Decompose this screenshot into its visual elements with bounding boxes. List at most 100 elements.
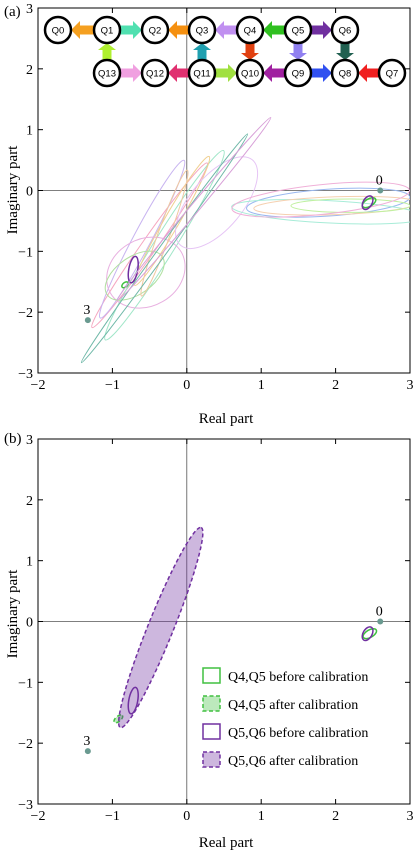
panel-a-xtick-label: 0 [183, 378, 190, 393]
panel-a-ellipse [175, 156, 259, 250]
chain-arrow [340, 43, 350, 53]
chain-arrow [120, 68, 133, 78]
qubit-label: Q10 [241, 69, 259, 80]
panel-a-ylabel: Imaginary part [5, 145, 21, 235]
panel-b-point-marker [377, 618, 384, 625]
panel-a-ellipse [80, 133, 249, 364]
qubit-node [187, 58, 217, 88]
chain-arrow [197, 50, 207, 60]
qubit-node [283, 15, 313, 45]
qubit-node [235, 15, 265, 45]
chain-arrowhead [215, 21, 224, 39]
legend-swatch [202, 751, 221, 768]
qubit-label: Q6 [339, 26, 352, 37]
panel-a-ytick-label: 1 [26, 124, 33, 139]
qubit-node [330, 15, 360, 45]
chain-arrowhead [263, 64, 272, 82]
panel-a-ellipse [246, 187, 410, 218]
qubit-label: Q8 [339, 69, 352, 80]
chain-arrow [311, 25, 323, 35]
panel-a-xtick-label: −2 [31, 378, 46, 393]
panel-a-ellipse [99, 159, 186, 319]
qubit-node [43, 15, 73, 45]
chain-arrow [215, 68, 228, 78]
chain-arrowhead [323, 21, 332, 39]
chain-arrowhead [133, 21, 142, 39]
panel-b-ytick-label: −2 [18, 737, 33, 752]
chain-arrow [293, 43, 303, 53]
panel-b-ellipse [117, 526, 204, 729]
panel-a-point-label: 0 [376, 174, 383, 189]
panel-b-xtick-label: −2 [31, 809, 46, 824]
panel-a-ellipse [231, 181, 410, 218]
panel-a-ellipse [290, 198, 410, 213]
panel-a-ellipse [104, 149, 225, 341]
panel-b-xlabel: Real part [199, 835, 254, 851]
panel-b-xtick-label: 1 [258, 809, 265, 824]
chain-arrow [120, 25, 133, 35]
legend-swatch [202, 723, 221, 740]
chain-arrowhead [323, 64, 332, 82]
panel-a-ellipse [361, 195, 374, 211]
panel-b-xtick-label: 2 [332, 809, 339, 824]
chain-arrowhead [71, 21, 80, 39]
panel-a-ellipse [127, 255, 139, 284]
legend-swatch [202, 667, 221, 684]
panel-a-ellipse [231, 199, 410, 225]
panel-b-ytick-label: −1 [18, 676, 33, 691]
chain-arrowhead [263, 21, 272, 39]
panel-b-ylabel: Imaginary part [5, 569, 21, 659]
chain-arrow [102, 50, 112, 60]
chain-arrowhead [289, 53, 307, 60]
panel-b-ellipses: 03 [83, 526, 384, 755]
panel-a-label: (a) [4, 4, 21, 20]
panel-b-label: (b) [4, 431, 22, 447]
qubit-label: Q4 [244, 26, 257, 37]
qubit-node [235, 58, 265, 88]
panel-b-xtick-label: −1 [105, 809, 120, 824]
chain-arrow [367, 68, 379, 78]
panel-b-ytick-label: 0 [26, 616, 33, 631]
panel-a-ellipse [106, 236, 186, 309]
panel-b-ytick-label: 3 [26, 433, 33, 448]
panel-a-ellipse [133, 155, 211, 286]
panel-b-point-label: 3 [83, 734, 90, 749]
legend-swatch [202, 695, 221, 712]
qubit-label: Q13 [98, 69, 116, 80]
panel-a-ytick-label: 0 [26, 185, 33, 200]
chain-arrow [245, 43, 255, 53]
chain-arrow [311, 68, 323, 78]
panel-a-ellipse [91, 162, 209, 329]
legend-entry: Q4,Q5 before calibration [228, 670, 368, 685]
panel-a-ellipses: 03 [80, 117, 410, 364]
qubit-node [377, 58, 407, 88]
panel-a-ellipse [253, 195, 410, 216]
qubit-node [140, 15, 170, 45]
panel-a-xtick-label: 1 [258, 378, 265, 393]
chain-arrowhead [98, 43, 116, 50]
chain-arrowhead [336, 53, 354, 60]
panel-a-ytick-label: 2 [26, 63, 33, 78]
qubit-label: Q1 [101, 26, 114, 37]
panel-b-ellipse [127, 686, 139, 715]
qubit-label: Q5 [292, 26, 305, 37]
qubit-label: Q0 [52, 26, 65, 37]
qubit-label: Q2 [149, 26, 162, 37]
panel-b-point-marker [84, 748, 91, 755]
qubit-node [140, 58, 170, 88]
chain-arrowhead [228, 64, 237, 82]
qubit-node [92, 58, 122, 88]
panel-a-point-marker [377, 187, 384, 194]
legend-entry: Q5,Q6 before calibration [228, 726, 368, 741]
chain-arrowhead [168, 64, 177, 82]
panel-a-ytick-label: −3 [18, 367, 33, 382]
panel-b-ytick-label: 2 [26, 494, 33, 509]
qubit-label: Q3 [196, 26, 209, 37]
qubit-label: Q11 [193, 69, 210, 80]
chain-arrow [272, 68, 285, 78]
chain-arrowhead [168, 21, 177, 39]
